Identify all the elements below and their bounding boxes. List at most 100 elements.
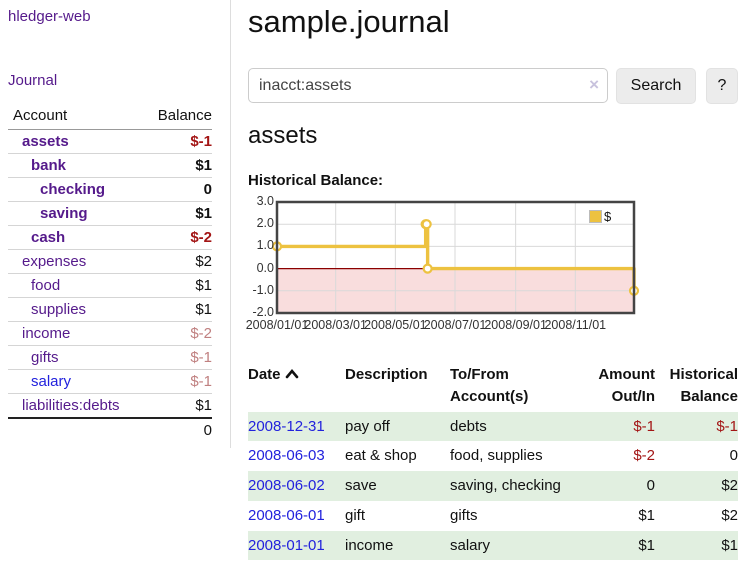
- transaction-amount: $-2: [633, 447, 655, 465]
- transaction-row: 2008-06-01 gift gifts $1 $2: [248, 501, 738, 531]
- account-link[interactable]: bank: [31, 157, 67, 174]
- account-balance: $-1: [141, 345, 212, 370]
- account-balance: $1: [141, 153, 212, 178]
- transaction-date-link: 2008-06-02: [248, 471, 345, 501]
- register-column-header: To/From Account(s): [450, 366, 529, 405]
- account-balance: $1: [141, 393, 212, 418]
- account-row: cash $-2: [8, 225, 212, 250]
- account-balance: $1: [141, 297, 212, 322]
- chart-canvas[interactable]: [248, 200, 742, 342]
- register-column-header: Description: [345, 366, 428, 383]
- transaction-row: 2008-06-02 save saving, checking 0 $2: [248, 471, 738, 501]
- account-balance: $-1: [141, 369, 212, 394]
- account-row: assets $-1: [8, 130, 212, 154]
- register-column-header: Historical Balance: [669, 366, 738, 405]
- account-row: expenses $2: [8, 249, 212, 274]
- search-button[interactable]: Search: [616, 68, 696, 104]
- transaction-amount: 0: [646, 477, 655, 494]
- transaction-description: eat & shop: [345, 447, 417, 465]
- chart-title: Historical Balance:: [248, 172, 384, 189]
- transaction-accounts: gifts: [450, 506, 478, 524]
- x-tick-label: 2008/11/01: [544, 318, 607, 332]
- account-balance: $-2: [141, 225, 212, 250]
- account-row: liabilities:debts $1: [8, 393, 212, 418]
- transaction-date-link: 2008-12-31: [248, 412, 345, 442]
- y-tick-label: -1.0: [252, 282, 274, 297]
- x-tick-label: 2008/07/01: [423, 318, 487, 332]
- legend-swatch-icon: [589, 210, 602, 223]
- account-row: food $1: [8, 273, 212, 298]
- account-link[interactable]: supplies: [31, 301, 87, 318]
- transaction-row: 2008-12-31 pay off debts $-1 $-1: [248, 411, 738, 442]
- legend-label: $: [604, 209, 612, 224]
- accounts-total-value: 0: [141, 417, 212, 442]
- y-tick-label: 0.0: [256, 260, 274, 275]
- account-balance: $1: [141, 273, 212, 298]
- transaction-amount: $1: [638, 506, 655, 524]
- transaction-date-link: 2008-06-03: [248, 441, 345, 471]
- accounts-total-row: 0: [8, 417, 212, 442]
- register-column-header[interactable]: Date: [248, 360, 345, 412]
- transaction-date-link[interactable]: 2008-01-01: [248, 536, 325, 554]
- transaction-accounts: saving, checking: [450, 477, 561, 494]
- register-column-header: Amount Out/In: [598, 366, 655, 405]
- transaction-date-link[interactable]: 2008-06-02: [248, 477, 325, 494]
- account-link[interactable]: checking: [40, 181, 106, 198]
- x-tick-label: 2008/09/01: [484, 318, 547, 332]
- account-balance: $2: [141, 249, 212, 274]
- transaction-accounts: debts: [450, 417, 487, 435]
- search-input[interactable]: [248, 68, 608, 103]
- transaction-balance: 0: [729, 447, 738, 465]
- transaction-date-link[interactable]: 2008-06-03: [248, 447, 325, 465]
- account-link[interactable]: liabilities:debts: [22, 397, 120, 414]
- transaction-balance: $1: [721, 536, 738, 554]
- nav-journal-link[interactable]: Journal: [8, 72, 58, 89]
- account-link[interactable]: gifts: [31, 349, 59, 366]
- historical-balance-chart[interactable]: 3.0 2.0 1.0 0.0 -1.0 -2.0 2008/01/01 2008/03/01…: [246, 194, 742, 342]
- account-link[interactable]: cash: [31, 229, 66, 246]
- transaction-date-link[interactable]: 2008-12-31: [248, 417, 325, 435]
- account-balance: $-2: [141, 321, 212, 346]
- transaction-amount: $-1: [633, 417, 655, 435]
- account-link[interactable]: saving: [40, 205, 88, 222]
- help-button[interactable]: ?: [706, 68, 738, 104]
- page-title: sample.journal: [248, 4, 450, 39]
- transaction-accounts: salary: [450, 536, 491, 554]
- transaction-date-link: 2008-06-01: [248, 501, 345, 531]
- x-tick-label: 2008/05/01: [364, 318, 427, 332]
- account-row: bank $1: [8, 153, 212, 178]
- account-row: saving $1: [8, 201, 212, 226]
- register-table: Date Description To/From Account(s) Amount Ou…: [248, 360, 738, 561]
- y-tick-label: 1.0: [256, 238, 274, 253]
- accounts-header-balance: Balance: [141, 104, 212, 130]
- account-row: salary $-1: [8, 369, 212, 394]
- x-tick-label: 2008/01/01: [245, 318, 309, 332]
- y-tick-label: 2.0: [256, 216, 274, 231]
- account-row: income $-2: [8, 321, 212, 346]
- transaction-row: 2008-01-01 income salary $1 $1: [248, 530, 738, 561]
- transaction-row: 2008-06-03 eat & shop food, supplies $-2 0: [248, 441, 738, 471]
- account-link[interactable]: income: [22, 325, 71, 342]
- account-link[interactable]: food: [31, 277, 61, 294]
- transaction-date-link[interactable]: 2008-06-01: [248, 506, 325, 524]
- sort-asc-icon[interactable]: [285, 368, 299, 379]
- account-balance: $-1: [190, 133, 212, 150]
- account-row: gifts $-1: [8, 345, 212, 370]
- account-link[interactable]: expenses: [22, 253, 87, 270]
- account-row: checking 0: [8, 177, 212, 202]
- account-heading: assets: [248, 122, 318, 149]
- accounts-header-account: Account: [8, 104, 142, 130]
- transaction-balance: $2: [721, 506, 738, 524]
- account-balance: 0: [141, 177, 212, 202]
- search-form: × Search ?: [248, 68, 742, 106]
- transaction-accounts: food, supplies: [450, 447, 543, 465]
- account-link[interactable]: assets: [22, 133, 69, 150]
- account-link[interactable]: salary: [31, 373, 72, 390]
- x-tick-label: 2008/03/01: [304, 318, 367, 332]
- chart-legend: $: [589, 209, 611, 224]
- y-tick-label: -2.0: [252, 305, 274, 319]
- app-brand-link[interactable]: hledger-web: [8, 8, 91, 25]
- clear-search-icon[interactable]: ×: [589, 75, 599, 94]
- account-row: supplies $1: [8, 297, 212, 322]
- transaction-balance: $-1: [716, 417, 738, 435]
